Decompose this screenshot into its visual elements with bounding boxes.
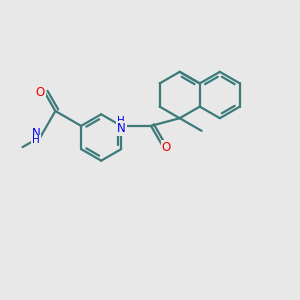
Text: H: H <box>32 135 40 145</box>
Text: O: O <box>36 86 45 99</box>
Text: O: O <box>161 141 171 154</box>
Text: H: H <box>117 116 125 126</box>
Text: N: N <box>32 127 40 140</box>
Text: N: N <box>117 122 126 135</box>
